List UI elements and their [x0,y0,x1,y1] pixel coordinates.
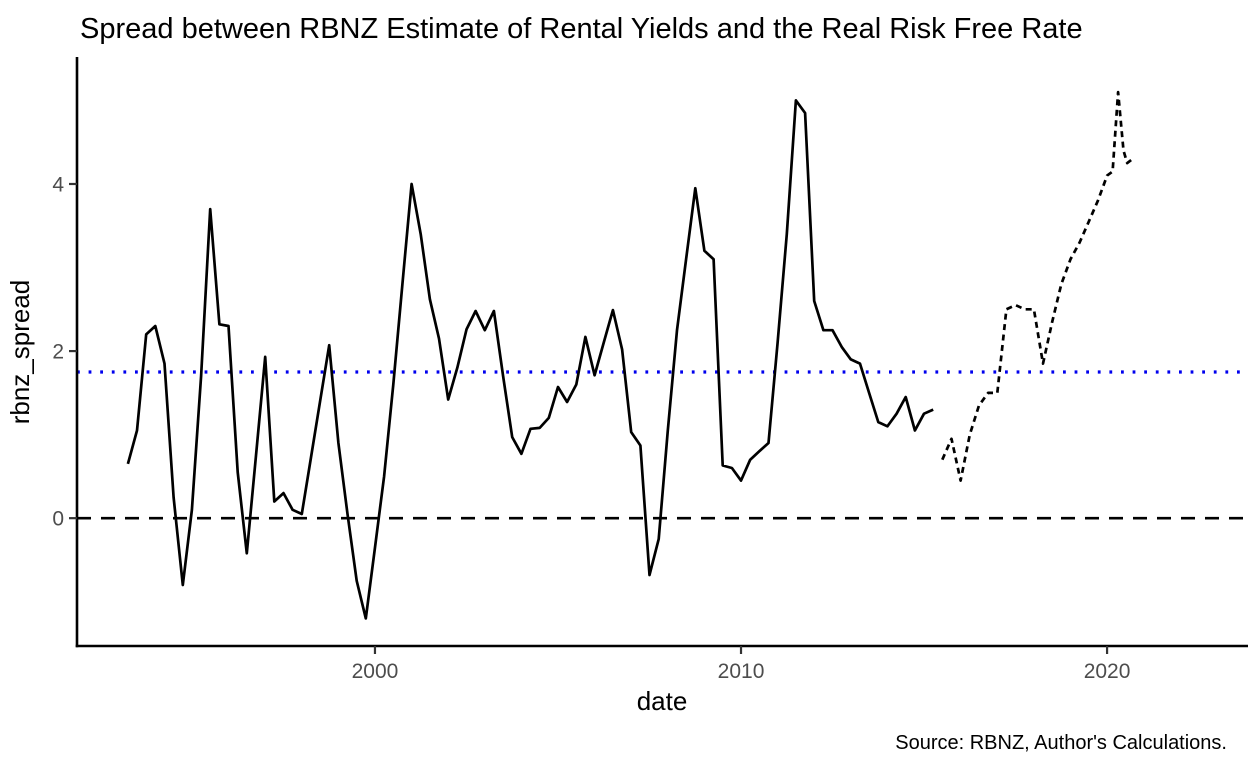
rbnz_spread_history-line [126,99,934,620]
y-tick-label: 4 [52,173,64,196]
y-tick-label: 2 [52,341,64,364]
x-axis-title: date [637,686,688,716]
y-tick-label: 0 [52,508,64,531]
chart-title: Spread between RBNZ Estimate of Rental Y… [80,13,1083,45]
rbnz_spread_recent-line [941,90,1134,482]
x-tick-label: 2000 [352,660,399,683]
x-tick-label: 2010 [718,660,765,683]
reference-lines [77,370,1248,520]
x-axis-ticks: 2000 2010 2020 [352,646,1131,683]
y-axis-ticks: 0 2 4 [52,173,77,531]
source-note: Source: RBNZ, Author's Calculations. [895,732,1227,754]
x-tick-label: 2020 [1084,660,1131,683]
data-series [126,90,1134,620]
y-axis-title: rbnz_spread [5,280,35,425]
